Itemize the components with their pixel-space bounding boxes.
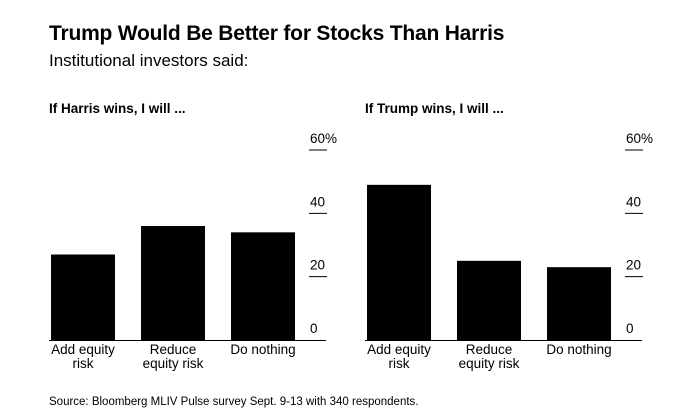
y-tick-label-trump-40: 40 <box>626 194 641 209</box>
y-tick-label-trump-20: 20 <box>626 258 641 273</box>
category-label-harris-1-0: Reduce <box>150 342 197 357</box>
bar-harris-0 <box>51 254 115 340</box>
category-label-trump-0-0: Add equity <box>367 342 431 357</box>
category-label-trump-1-1: equity risk <box>459 356 520 371</box>
bar-harris-2 <box>231 232 295 340</box>
bar-trump-0 <box>367 184 431 340</box>
bar-trump-2 <box>547 267 611 340</box>
category-label-harris-0-1: risk <box>73 356 94 371</box>
category-label-trump-2-0: Do nothing <box>546 342 611 357</box>
category-label-harris-0-0: Add equity <box>51 342 115 357</box>
y-tick-label-harris-40: 40 <box>310 194 325 209</box>
chart-title: Trump Would Be Better for Stocks Than Ha… <box>49 22 505 45</box>
category-label-trump-1-0: Reduce <box>466 342 513 357</box>
y-tick-label-harris-60: 60% <box>310 131 337 146</box>
category-label-harris-1-1: equity risk <box>143 356 204 371</box>
category-label-trump-0-1: risk <box>389 356 410 371</box>
bar-harris-1 <box>141 226 205 340</box>
y-tick-label-trump-60: 60% <box>626 131 653 146</box>
y-tick-label-trump-0: 0 <box>626 321 634 336</box>
bar-trump-1 <box>457 260 521 340</box>
y-tick-label-harris-20: 20 <box>310 258 325 273</box>
y-tick-label-harris-0: 0 <box>310 321 318 336</box>
category-label-harris-2-0: Do nothing <box>230 342 295 357</box>
panel-title-trump: If Trump wins, I will ... <box>365 101 504 116</box>
chart-subtitle: Institutional investors said: <box>49 51 249 70</box>
source-note: Source: Bloomberg MLIV Pulse survey Sept… <box>49 396 419 408</box>
panel-title-harris: If Harris wins, I will ... <box>49 101 186 116</box>
